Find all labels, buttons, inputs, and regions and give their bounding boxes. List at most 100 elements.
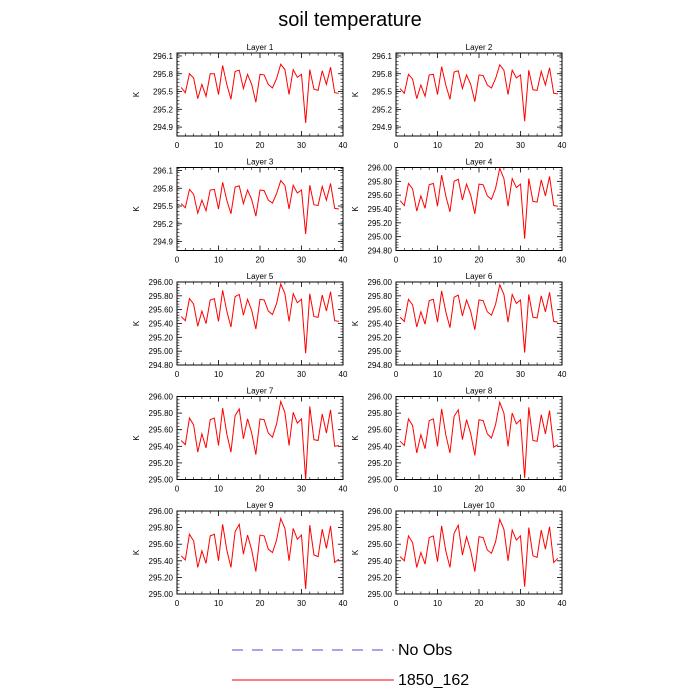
panel-layer-1: Layer 1 0 10 20 30 40 294.9 295.2 295.5 295.8 296.… [132,43,348,150]
y-tick-label: 295.40 [368,442,393,451]
x-tick-label: 10 [214,141,223,150]
x-tick-label: 0 [175,141,180,150]
y-tick-label: 296.1 [153,166,174,175]
figure-title: soil temperature [278,9,421,31]
panel-title: Layer 5 [247,272,274,281]
y-tick-label: 295.60 [149,540,174,549]
x-tick-label: 10 [433,141,442,150]
x-tick-label: 40 [558,141,567,150]
y-tick-label: 295.60 [368,306,393,315]
y-axis-label: K [351,549,360,555]
panel-title: Layer 3 [247,158,274,167]
y-axis-label: K [351,435,360,441]
panel-title: Layer 10 [463,501,495,510]
x-tick-label: 20 [475,485,484,494]
y-tick-label: 295.00 [149,476,174,485]
x-tick-label: 10 [214,370,223,379]
series-line-1850-162 [399,166,558,239]
x-tick-label: 30 [516,256,525,265]
x-tick-label: 10 [214,256,223,265]
y-tick-label: 295.40 [149,320,174,329]
y-tick-label: 295.40 [149,442,174,451]
legend-1850-162-label: 1850_162 [398,672,469,689]
y-tick-label: 295.80 [149,409,174,418]
series-line-1850-162 [180,282,339,354]
x-tick-label: 30 [516,599,525,608]
y-axis-label: K [132,320,141,326]
x-tick-label: 30 [297,141,306,150]
series-line-1850-162 [180,399,339,480]
panel-layer-9: Layer 9 0 10 20 30 40 295.00 295.20 295.40 295.60… [132,501,348,608]
y-tick-label: 295.20 [368,459,393,468]
y-tick-label: 295.00 [368,476,393,485]
y-axis-label: K [351,320,360,326]
y-tick-label: 295.5 [372,88,393,97]
x-tick-label: 30 [297,485,306,494]
panel-layer-6: Layer 6 0 10 20 30 40 294.80 295.00 295.20 295.40… [351,272,567,379]
y-tick-label: 295.20 [149,459,174,468]
y-tick-label: 295.80 [368,524,393,533]
x-tick-label: 30 [297,370,306,379]
x-tick-label: 0 [175,485,180,494]
y-tick-label: 295.2 [153,105,174,114]
panel-layer-4: Layer 4 0 10 20 30 40 294.80 295.00 295.20 295.40… [351,158,567,265]
y-tick-label: 295.00 [149,347,174,356]
y-tick-label: 295.2 [372,105,393,114]
y-tick-label: 295.40 [149,557,174,566]
y-tick-label: 295.40 [368,320,393,329]
y-tick-label: 296.00 [149,507,174,516]
x-tick-label: 20 [256,370,265,379]
x-tick-label: 20 [256,599,265,608]
panel-title: Layer 1 [247,43,274,52]
x-tick-label: 0 [175,370,180,379]
x-tick-label: 40 [558,256,567,265]
x-tick-label: 30 [297,599,306,608]
y-tick-label: 296.00 [368,164,393,173]
y-tick-label: 295.60 [149,426,174,435]
x-tick-label: 30 [516,370,525,379]
panel-grid: Layer 10 10 20 30 40294.9295.2295.5295.8296.… [132,43,567,608]
series-line-1850-162 [399,400,559,478]
y-tick-label: 296.00 [368,393,393,402]
x-tick-label: 30 [516,141,525,150]
y-tick-label: 295.20 [149,573,174,582]
y-tick-label: 295.00 [368,233,393,242]
y-tick-label: 294.80 [368,247,393,256]
series-line-1850-162 [180,63,339,124]
x-tick-label: 0 [394,599,399,608]
y-tick-label: 294.9 [153,123,174,132]
x-tick-label: 40 [558,370,567,379]
panel-layer-8: Layer 8 0 10 20 30 40 295.00 295.20 295.40 295.60… [351,387,567,494]
legend: No Obs 1850_162 [232,642,469,689]
y-tick-label: 295.80 [368,292,393,301]
y-tick-label: 296.00 [368,278,393,287]
y-tick-label: 295.8 [372,70,393,79]
y-tick-label: 295.20 [368,219,393,228]
panel-title: Layer 9 [247,501,274,510]
y-tick-label: 294.9 [153,238,174,247]
y-axis-label: K [132,435,141,441]
y-tick-label: 295.80 [368,409,393,418]
x-tick-label: 20 [475,256,484,265]
y-tick-label: 296.1 [153,52,174,61]
x-tick-label: 40 [339,599,348,608]
y-tick-label: 295.80 [149,292,174,301]
x-tick-label: 40 [339,485,348,494]
panel-title: Layer 4 [466,158,493,167]
panel-layer-2: Layer 2 0 10 20 30 40 294.9 295.2 295.5 295.8 296.… [351,43,567,150]
x-tick-label: 10 [433,485,442,494]
legend-no-obs-label: No Obs [398,642,452,659]
y-axis-label: K [132,206,141,212]
x-tick-label: 10 [214,599,223,608]
y-tick-label: 295.20 [368,333,393,342]
x-tick-label: 30 [297,256,306,265]
x-tick-label: 40 [558,599,567,608]
y-tick-label: 295.60 [368,191,393,200]
series-line-1850-162 [399,517,559,587]
y-tick-label: 296.00 [149,393,174,402]
y-tick-label: 295.60 [368,540,393,549]
x-tick-label: 20 [475,141,484,150]
y-tick-label: 295.5 [153,88,174,97]
y-axis-label: K [132,549,141,555]
